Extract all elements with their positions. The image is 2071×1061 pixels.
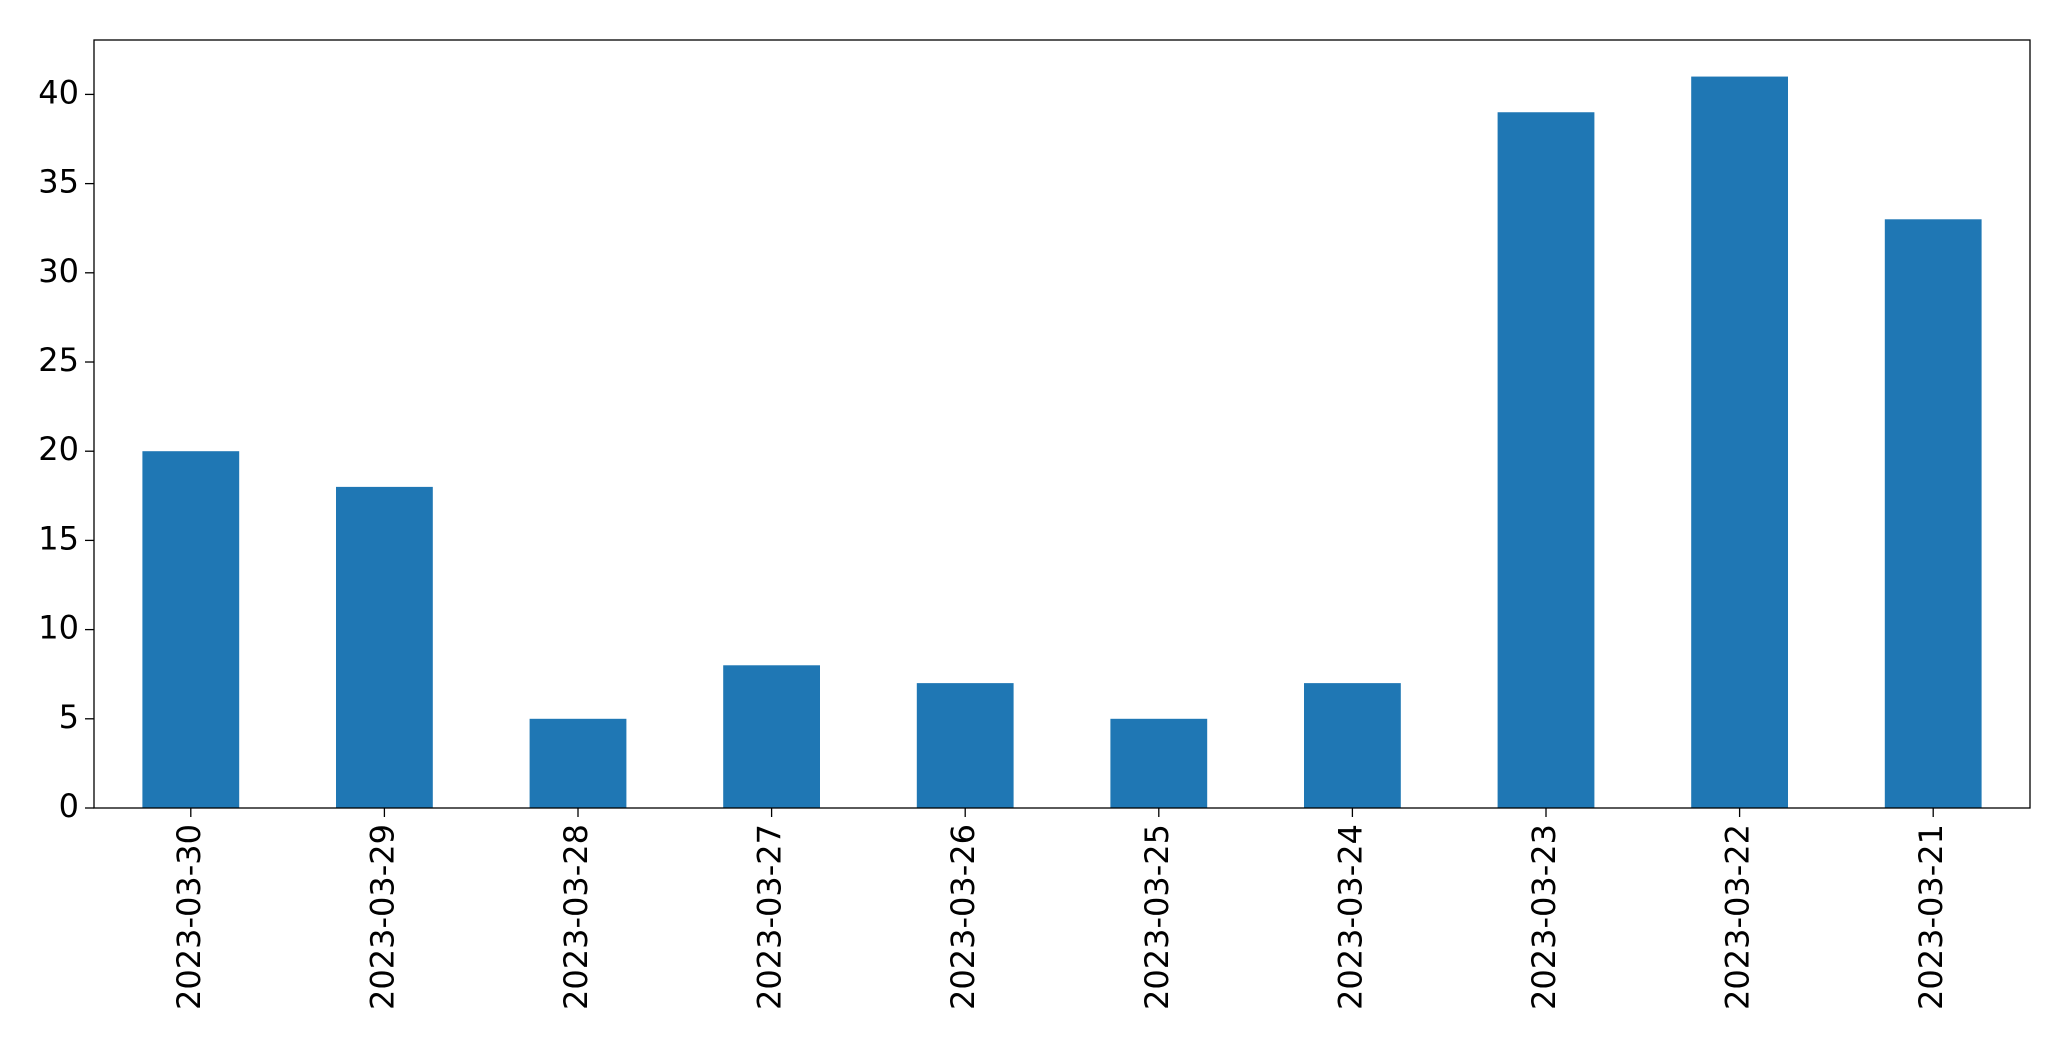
x-tick-label: 2023-03-29 xyxy=(363,824,401,1010)
bar xyxy=(1691,76,1788,809)
bar xyxy=(1497,112,1595,809)
y-tick-label: 30 xyxy=(38,252,79,290)
bar xyxy=(142,451,240,808)
x-tick-label: 2023-03-27 xyxy=(751,824,789,1010)
x-tick-label: 2023-03-30 xyxy=(170,824,208,1010)
x-tick-label: 2023-03-26 xyxy=(944,824,982,1010)
y-tick-label: 0 xyxy=(59,787,79,825)
y-tick-label: 20 xyxy=(38,430,79,468)
x-tick-label: 2023-03-21 xyxy=(1912,824,1950,1010)
x-tick-label: 2023-03-23 xyxy=(1525,824,1563,1010)
x-tick-label: 2023-03-25 xyxy=(1138,824,1176,1010)
y-tick-label: 40 xyxy=(38,73,79,111)
y-tick-label: 25 xyxy=(38,341,79,379)
y-tick-label: 35 xyxy=(38,163,79,201)
x-tick-label: 2023-03-24 xyxy=(1331,824,1369,1010)
y-tick-label: 5 xyxy=(59,698,79,736)
x-tick-label: 2023-03-28 xyxy=(557,824,595,1010)
y-tick-label: 10 xyxy=(38,609,79,647)
bar xyxy=(916,683,1014,808)
bar xyxy=(1110,718,1208,808)
bar xyxy=(1884,219,1982,809)
bar xyxy=(336,486,433,808)
plot-frame xyxy=(93,39,2031,809)
bar xyxy=(529,718,627,808)
bar xyxy=(723,665,820,808)
y-tick-label: 15 xyxy=(38,519,79,557)
bar xyxy=(1304,683,1401,808)
x-tick-label: 2023-03-22 xyxy=(1719,824,1757,1010)
